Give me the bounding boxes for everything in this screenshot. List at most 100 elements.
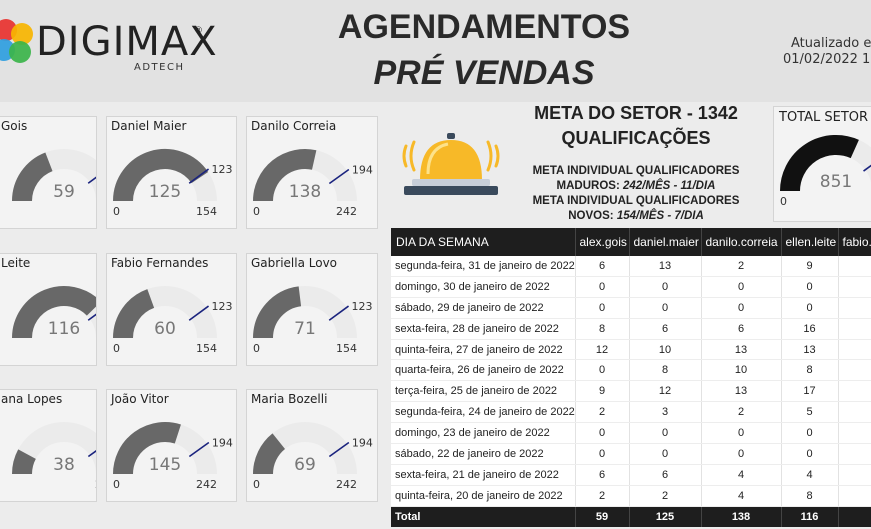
gauge-card[interactable]: Leite123116154 xyxy=(0,253,97,366)
count-cell xyxy=(838,380,871,403)
gauge-value: 116 xyxy=(48,319,80,339)
count-cell: 2 xyxy=(575,485,630,507)
gauge-card[interactable]: Maria Bozelli 194 69 0 242 xyxy=(246,389,378,502)
column-header[interactable]: daniel.maier xyxy=(629,228,702,256)
count-cell xyxy=(838,443,871,465)
gauge-value-arc xyxy=(113,422,181,475)
count-cell: 16 xyxy=(781,318,839,340)
gauge-value-arc xyxy=(12,152,54,202)
table-row[interactable]: quarta-feira, 26 de janeiro de 2022 0 8 10 8 xyxy=(391,359,871,382)
column-header[interactable]: DIA DA SEMANA xyxy=(391,228,576,256)
count-cell: 9 xyxy=(575,380,630,403)
count-cell xyxy=(838,422,871,445)
gauge-target-label: 123 xyxy=(212,163,233,176)
total-cell: 116 xyxy=(781,506,839,527)
total-gauge-chart: 10748510134 xyxy=(780,135,871,208)
count-cell: 6 xyxy=(629,318,702,340)
count-cell: 4 xyxy=(701,485,782,507)
count-cell: 0 xyxy=(575,297,630,319)
gauge-target-line xyxy=(328,305,350,321)
meta-maduros-value: 242/MÊS - 11/DIA xyxy=(622,180,716,192)
gauge-title: Gabriella Lovo xyxy=(251,256,338,270)
gauge-min-label: 0 xyxy=(253,342,260,355)
gauge-target-line xyxy=(328,168,350,185)
column-header[interactable]: ellen.leite xyxy=(781,228,839,256)
count-cell: 13 xyxy=(701,339,782,361)
gauge-value: 125 xyxy=(149,182,181,202)
gauge-value: 851 xyxy=(820,172,852,192)
table-row[interactable]: sábado, 29 de janeiro de 2022 0 0 0 0 xyxy=(391,297,871,319)
count-cell xyxy=(838,359,871,382)
meta-individual-maduros-heading: META INDIVIDUAL QUALIFICADORES xyxy=(532,165,740,177)
gauge-value-arc xyxy=(12,286,96,339)
gauge-min-label: 0 xyxy=(780,195,787,208)
gauge-title: Maria Bozelli xyxy=(251,392,328,406)
count-cell: 0 xyxy=(575,443,630,465)
gauge-chart: 194 145 0 242 xyxy=(113,422,233,491)
date-cell: sábado, 22 de janeiro de 2022 xyxy=(391,443,576,465)
gauge-target-line xyxy=(863,164,871,172)
table-row[interactable]: domingo, 23 de janeiro de 2022 0 0 0 0 xyxy=(391,422,871,445)
gauge-card[interactable]: Fabio Fernandes 123 60 0 154 xyxy=(106,253,237,366)
count-cell: 2 xyxy=(701,256,782,277)
agendamentos-table[interactable]: DIA DA SEMANA alex.gois daniel.maier danilo… xyxy=(391,228,871,527)
gauge-card[interactable]: Gabriella Lovo 123 71 0 154 xyxy=(246,253,378,366)
count-cell: 3 xyxy=(629,401,702,424)
updated-label: Atualizado em xyxy=(791,36,871,51)
total-cell: 138 xyxy=(701,506,782,527)
gauge-value: 59 xyxy=(53,182,75,202)
updated-timestamp: 01/02/2022 13 xyxy=(783,52,871,67)
gauge-value-arc xyxy=(113,149,209,202)
meta-setor-subtitle: QUALIFICAÇÕES xyxy=(561,128,711,148)
table-row[interactable]: sexta-feira, 21 de janeiro de 2022 6 6 4 4 xyxy=(391,464,871,486)
gauge-max-label: 242 xyxy=(336,478,357,491)
count-cell: 4 xyxy=(701,464,782,486)
count-cell: 10 xyxy=(629,339,702,361)
gauge-target-line xyxy=(87,313,96,321)
gauge-value-arc xyxy=(253,433,286,475)
column-header[interactable]: danilo.correia xyxy=(701,228,782,256)
table-row[interactable]: quinta-feira, 20 de janeiro de 2022 2 2 4 8 xyxy=(391,485,871,507)
page-title: AGENDAMENTOS xyxy=(337,8,631,46)
table-row[interactable]: terça-feira, 25 de janeiro de 2022 9 12 13 1… xyxy=(391,380,871,403)
gauge-title: ana Lopes xyxy=(1,392,63,406)
table-row[interactable]: segunda-feira, 31 de janeiro de 2022 6 13 2… xyxy=(391,256,871,277)
gauge-target-line xyxy=(87,450,96,458)
table-row[interactable]: segunda-feira, 24 de janeiro de 2022 2 3 2 5 xyxy=(391,401,871,424)
brand-registered-mark: ® xyxy=(194,26,203,36)
column-header[interactable]: alex.gois xyxy=(575,228,630,256)
count-cell: 12 xyxy=(629,380,702,403)
count-cell: 8 xyxy=(781,359,839,382)
table-row[interactable]: domingo, 30 de janeiro de 2022 0 0 0 0 xyxy=(391,276,871,298)
gauge-card[interactable]: Danilo Correia 194 138 0 242 xyxy=(246,116,378,229)
total-setor-card[interactable]: TOTAL SETOR 10748510134 xyxy=(773,106,871,222)
count-cell: 8 xyxy=(575,318,630,340)
gauge-target-line xyxy=(188,168,210,184)
date-cell: domingo, 23 de janeiro de 2022 xyxy=(391,422,576,445)
date-cell: sexta-feira, 28 de janeiro de 2022 xyxy=(391,318,576,340)
count-cell: 2 xyxy=(575,401,630,424)
count-cell xyxy=(838,464,871,486)
table-row[interactable]: sábado, 22 de janeiro de 2022 0 0 0 0 xyxy=(391,443,871,465)
count-cell: 8 xyxy=(781,485,839,507)
column-header[interactable]: fabio. xyxy=(838,228,871,256)
count-cell xyxy=(838,401,871,424)
count-cell: 5 xyxy=(781,401,839,424)
gauge-value-arc xyxy=(780,135,859,192)
count-cell xyxy=(838,276,871,298)
gauge-card[interactable]: João Vitor 194 145 0 242 xyxy=(106,389,237,502)
count-cell: 2 xyxy=(701,401,782,424)
gauge-card[interactable]: Daniel Maier 123 125 0 154 xyxy=(106,116,237,229)
count-cell: 6 xyxy=(701,318,782,340)
gauge-value: 69 xyxy=(294,455,316,475)
table-row[interactable]: sexta-feira, 28 de janeiro de 2022 8 6 6 16 xyxy=(391,318,871,340)
count-cell: 0 xyxy=(629,422,702,445)
count-cell xyxy=(838,256,871,277)
gauge-value: 138 xyxy=(289,182,321,202)
count-cell: 4 xyxy=(781,464,839,486)
gauge-max-label: 242 xyxy=(336,205,357,218)
date-cell: sábado, 29 de janeiro de 2022 xyxy=(391,297,576,319)
table-row[interactable]: quinta-feira, 27 de janeiro de 2022 12 10 1… xyxy=(391,339,871,361)
gauge-card[interactable]: Gois12359154 xyxy=(0,116,97,229)
gauge-card[interactable]: ana Lopes19438242 xyxy=(0,389,97,502)
